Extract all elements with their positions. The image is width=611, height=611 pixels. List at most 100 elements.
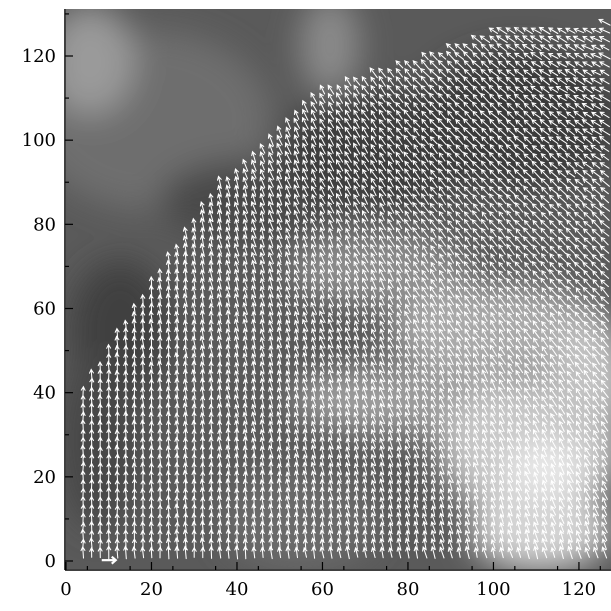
vector-arrow	[327, 318, 334, 332]
vector-arrow	[199, 201, 205, 214]
vector-arrow	[515, 320, 523, 331]
vector-arrow	[165, 378, 171, 390]
vector-arrow	[285, 294, 291, 306]
vector-arrow	[276, 336, 283, 348]
vector-arrow	[268, 260, 274, 273]
vector-arrow	[515, 479, 523, 491]
vector-arrow	[592, 454, 600, 466]
vector-arrow	[557, 278, 567, 288]
vector-arrow	[199, 277, 205, 289]
vector-arrow	[370, 453, 377, 466]
vector-arrow	[556, 53, 567, 59]
vector-field	[80, 18, 611, 560]
vector-arrow	[575, 479, 582, 491]
vector-arrow	[328, 420, 334, 432]
vector-arrow	[515, 344, 523, 356]
vector-arrow	[422, 470, 428, 483]
vector-arrow	[565, 127, 576, 136]
vector-arrow	[593, 429, 599, 440]
vector-arrow	[395, 60, 404, 69]
vector-arrow	[462, 51, 473, 61]
vector-arrow	[148, 284, 154, 299]
vector-arrow	[481, 369, 488, 383]
vector-arrow	[371, 437, 376, 449]
vector-arrow	[225, 285, 231, 298]
vector-arrow	[498, 428, 506, 441]
vector-arrow	[345, 377, 351, 391]
vector-arrow	[420, 75, 430, 87]
vector-arrow	[515, 119, 523, 128]
vector-arrow	[174, 495, 180, 509]
vector-arrow	[471, 135, 481, 145]
vector-arrow	[242, 344, 248, 356]
vector-arrow	[421, 335, 429, 349]
vector-arrow	[497, 118, 507, 128]
vector-arrow	[480, 244, 489, 255]
vector-arrow	[547, 52, 559, 59]
vector-arrow	[590, 169, 602, 179]
vector-arrow	[522, 27, 533, 35]
vector-arrow	[565, 227, 575, 238]
vector-arrow	[327, 159, 335, 172]
vector-arrow	[251, 150, 257, 163]
vector-arrow	[496, 27, 508, 35]
vector-arrow	[531, 160, 541, 171]
vector-arrow	[582, 169, 593, 178]
vector-arrow	[488, 219, 499, 230]
vector-arrow	[558, 370, 566, 382]
vector-arrow	[437, 52, 447, 60]
vector-arrow	[507, 495, 514, 508]
vector-arrow	[251, 520, 257, 534]
vector-arrow	[379, 335, 385, 348]
vector-arrow	[464, 478, 471, 492]
vector-arrow	[302, 234, 308, 247]
vector-arrow	[591, 320, 601, 330]
vector-arrow	[387, 185, 395, 196]
vector-arrow	[464, 352, 472, 365]
vector-arrow	[523, 110, 533, 120]
vector-arrow	[549, 394, 558, 407]
vector-arrow	[488, 127, 499, 136]
vector-arrow	[447, 244, 455, 255]
vector-arrow	[421, 110, 429, 119]
vector-arrow	[276, 209, 283, 223]
vector-arrow	[276, 201, 283, 213]
vector-arrow	[353, 125, 361, 138]
vector-arrow	[429, 202, 438, 213]
vector-arrow	[413, 327, 420, 340]
vector-arrow	[499, 513, 505, 525]
vector-arrow	[473, 495, 479, 509]
vector-arrow	[353, 294, 360, 306]
vector-arrow	[488, 193, 498, 205]
vector-arrow	[360, 109, 370, 121]
vector-arrow	[191, 268, 197, 281]
vector-arrow	[462, 43, 473, 52]
vector-arrow	[455, 235, 464, 247]
vector-arrow	[302, 469, 308, 484]
vector-arrow	[285, 269, 291, 280]
vector-arrow	[541, 336, 549, 348]
vector-arrow	[522, 201, 533, 213]
vector-arrow	[481, 512, 487, 525]
vector-arrow	[370, 495, 376, 508]
vector-arrow	[464, 545, 470, 560]
vector-arrow	[259, 301, 265, 315]
vector-arrow	[225, 292, 231, 307]
vector-arrow	[540, 186, 549, 195]
vector-arrow	[446, 285, 455, 298]
vector-arrow	[473, 504, 479, 516]
x-tick-label: 60	[311, 579, 334, 600]
vector-arrow	[454, 51, 465, 60]
vector-arrow	[242, 184, 248, 197]
vector-arrow	[473, 520, 480, 534]
vector-arrow	[529, 35, 543, 43]
vector-arrow	[566, 304, 575, 313]
vector-arrow	[497, 193, 507, 205]
vector-arrow	[370, 546, 376, 559]
vector-arrow	[583, 329, 592, 339]
vector-arrow	[499, 504, 505, 517]
vector-arrow	[447, 495, 454, 509]
vector-arrow	[454, 252, 464, 264]
vector-arrow	[421, 302, 429, 314]
